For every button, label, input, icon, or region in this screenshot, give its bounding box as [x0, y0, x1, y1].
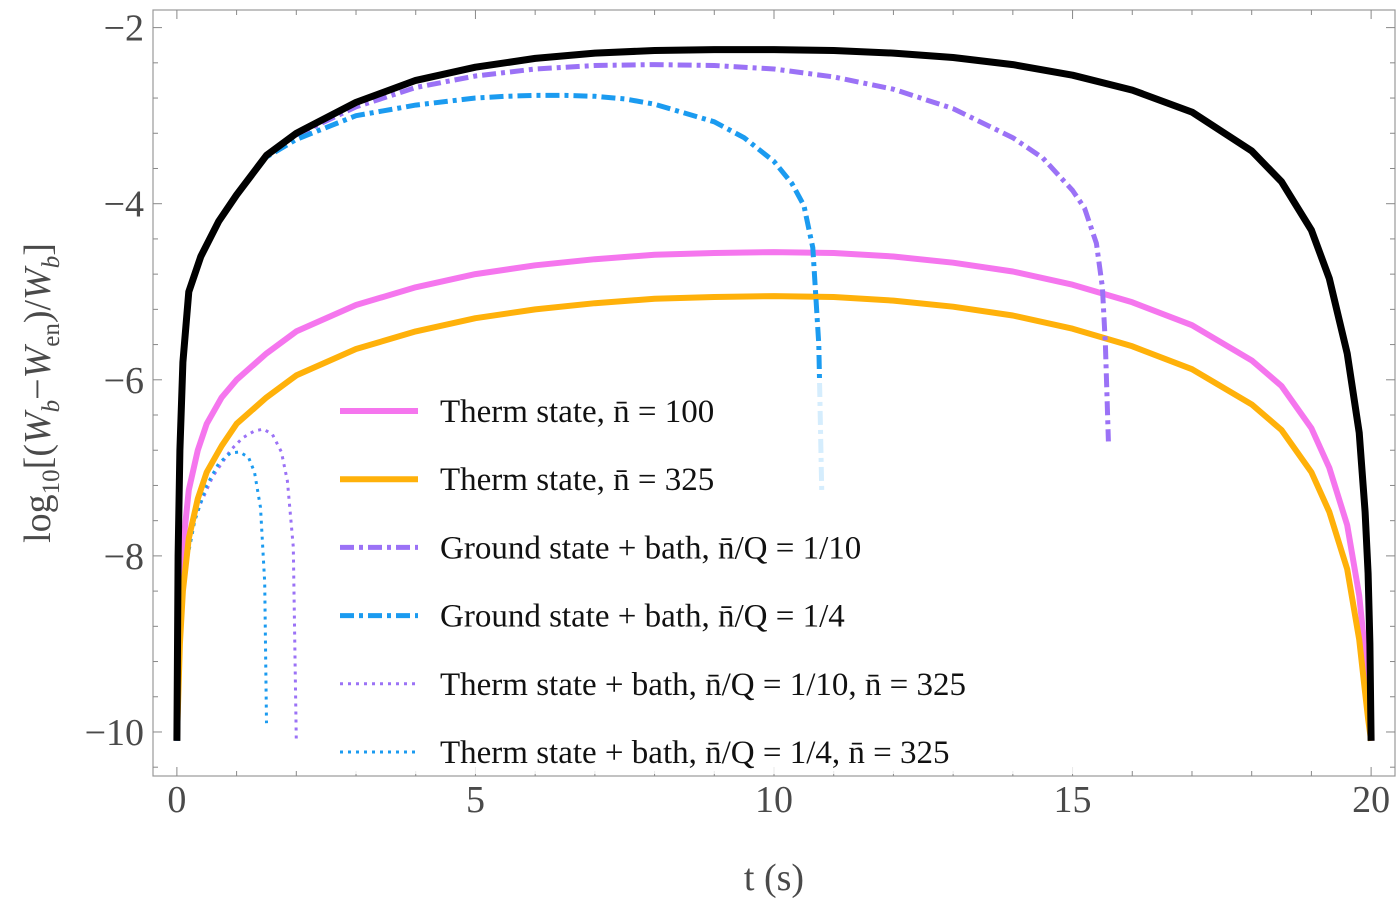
- legend-label: Therm state + bath, n̄/Q = 1/4, n̄ = 325: [440, 735, 950, 771]
- series-layer: [173, 46, 1375, 742]
- x-tick-label: 10: [755, 779, 793, 821]
- series-line-1: [173, 249, 1375, 741]
- x-tick-label: 20: [1352, 779, 1390, 821]
- series-line-3: [174, 62, 1111, 741]
- legend-background: [330, 378, 1090, 774]
- series-line-0: [173, 46, 1375, 741]
- y-tick-label: −10: [85, 712, 144, 754]
- y-axis-label: log10[(Wb−Wen)/Wb]: [17, 243, 65, 543]
- x-tick-label: 5: [466, 779, 485, 821]
- tick-labels: 0 5 10 15 20 −10 −8 −6 −4 −2: [85, 8, 1391, 821]
- x-tick-label: 15: [1054, 779, 1092, 821]
- series-line-2: [173, 293, 1375, 742]
- frame-ticks: [153, 10, 1395, 776]
- y-tick-label: −2: [104, 8, 144, 50]
- y-tick-label: −4: [104, 184, 144, 226]
- legend-label: Ground state + bath, n̄/Q = 1/10: [440, 530, 861, 566]
- legend-label: Therm state, n̄ = 100: [440, 394, 714, 430]
- legend: Therm state, n̄ = 100 Therm state, n̄ = 3…: [330, 378, 1090, 774]
- legend-label: Therm state, n̄ = 325: [440, 462, 714, 498]
- legend-label: Ground state + bath, n̄/Q = 1/4: [440, 599, 845, 635]
- y-tick-label: −6: [104, 360, 144, 402]
- y-tick-label: −8: [104, 536, 144, 578]
- legend-label: Therm state + bath, n̄/Q = 1/10, n̄ = 32…: [440, 667, 966, 703]
- x-axis-label: t (s): [744, 857, 804, 899]
- x-tick-label: 0: [167, 779, 186, 821]
